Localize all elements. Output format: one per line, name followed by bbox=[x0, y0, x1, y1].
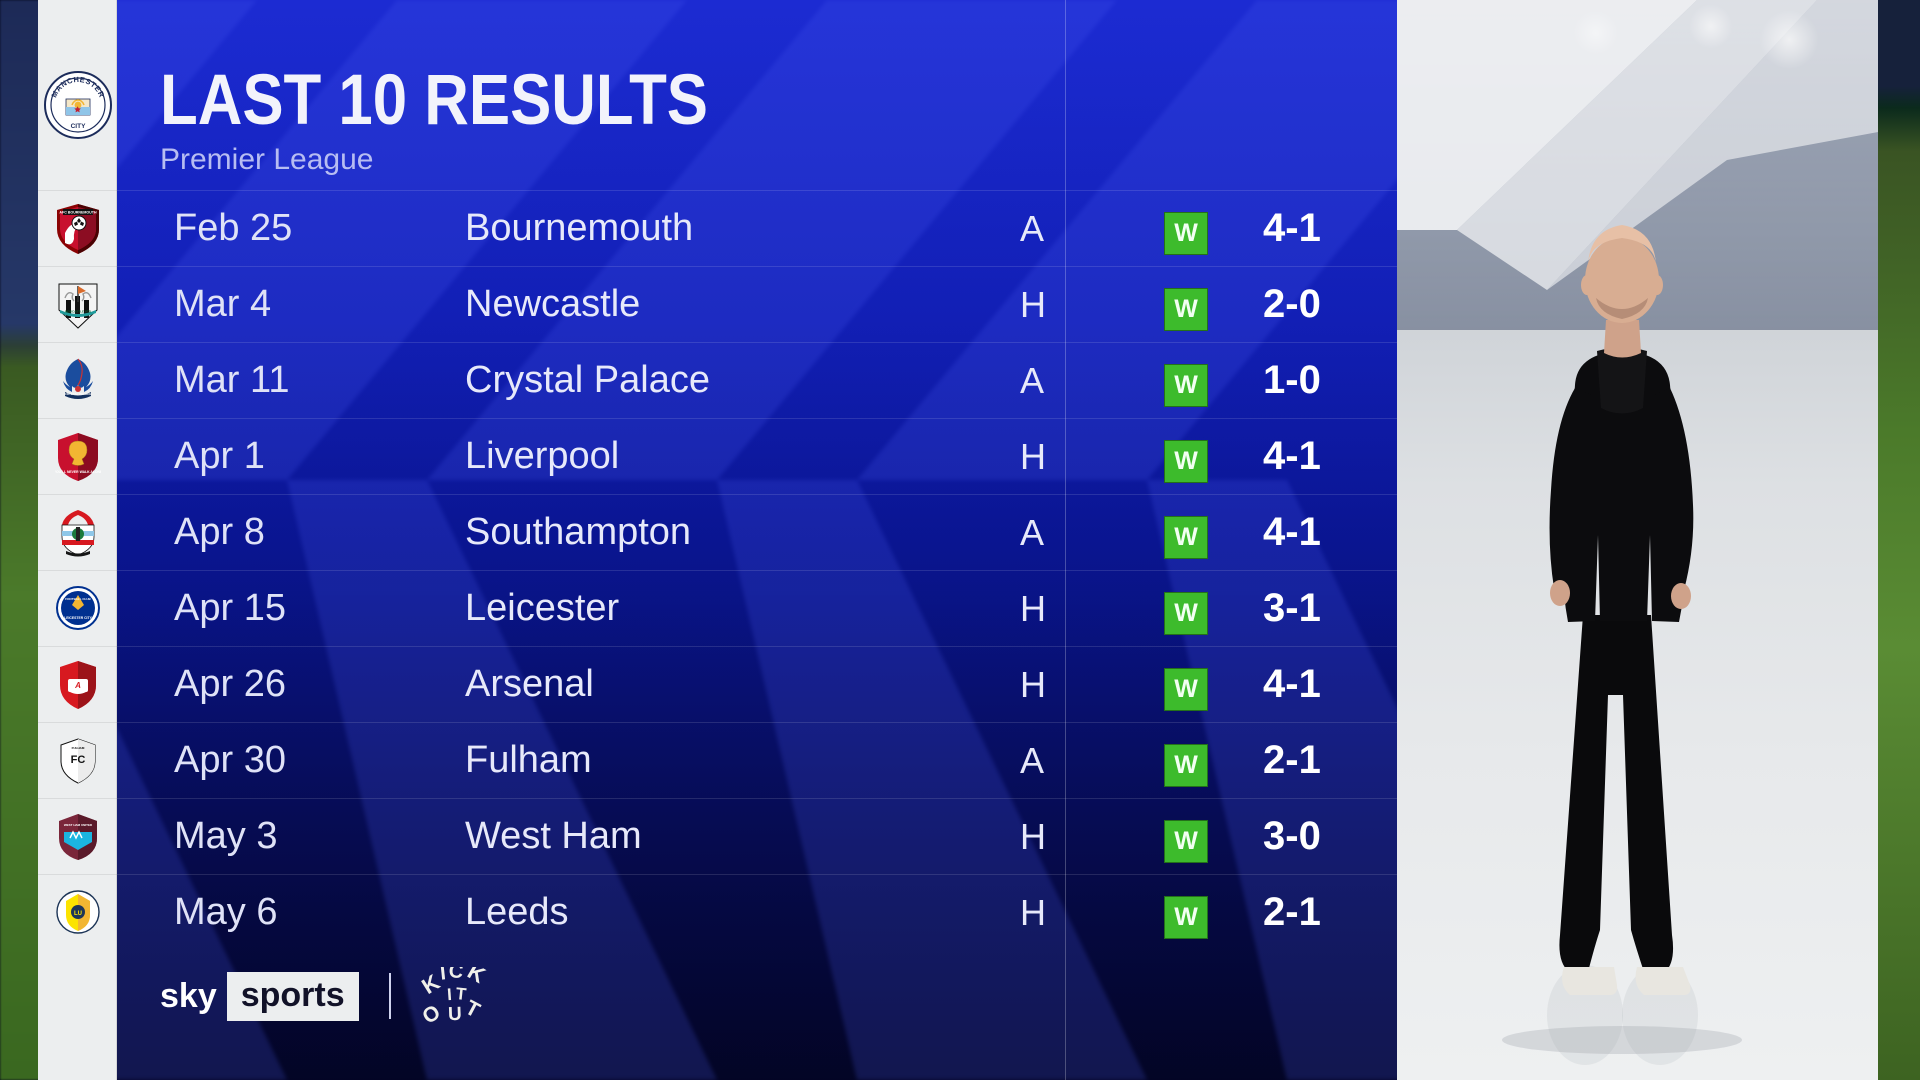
svg-text:U: U bbox=[447, 1004, 461, 1025]
svg-text:A: A bbox=[74, 681, 81, 690]
svg-text:NEWCASTLE UTD: NEWCASTLE UTD bbox=[65, 309, 92, 313]
svg-text:FULHAM: FULHAM bbox=[71, 746, 84, 750]
svg-text:C: C bbox=[447, 967, 464, 983]
svg-text:T: T bbox=[454, 984, 467, 1004]
svg-text:K: K bbox=[463, 967, 489, 988]
svg-text:FOOTBALL CLUB: FOOTBALL CLUB bbox=[65, 597, 91, 601]
svg-text:AFC BOURNEMOUTH: AFC BOURNEMOUTH bbox=[59, 210, 97, 214]
svg-text:WEST HAM UNITED: WEST HAM UNITED bbox=[63, 823, 92, 827]
svg-text:YOU'LL NEVER WALK ALONE: YOU'LL NEVER WALK ALONE bbox=[55, 470, 101, 474]
svg-text:FC: FC bbox=[70, 754, 85, 766]
svg-text:O: O bbox=[421, 1001, 445, 1025]
svg-text:CRYSTAL PALACE: CRYSTAL PALACE bbox=[64, 392, 91, 396]
svg-text:CITY: CITY bbox=[70, 123, 85, 130]
svg-text:I: I bbox=[446, 985, 452, 1004]
svg-text:LEICESTER CITY: LEICESTER CITY bbox=[64, 616, 92, 620]
svg-text:I: I bbox=[439, 967, 447, 985]
svg-text:LU: LU bbox=[74, 911, 82, 917]
